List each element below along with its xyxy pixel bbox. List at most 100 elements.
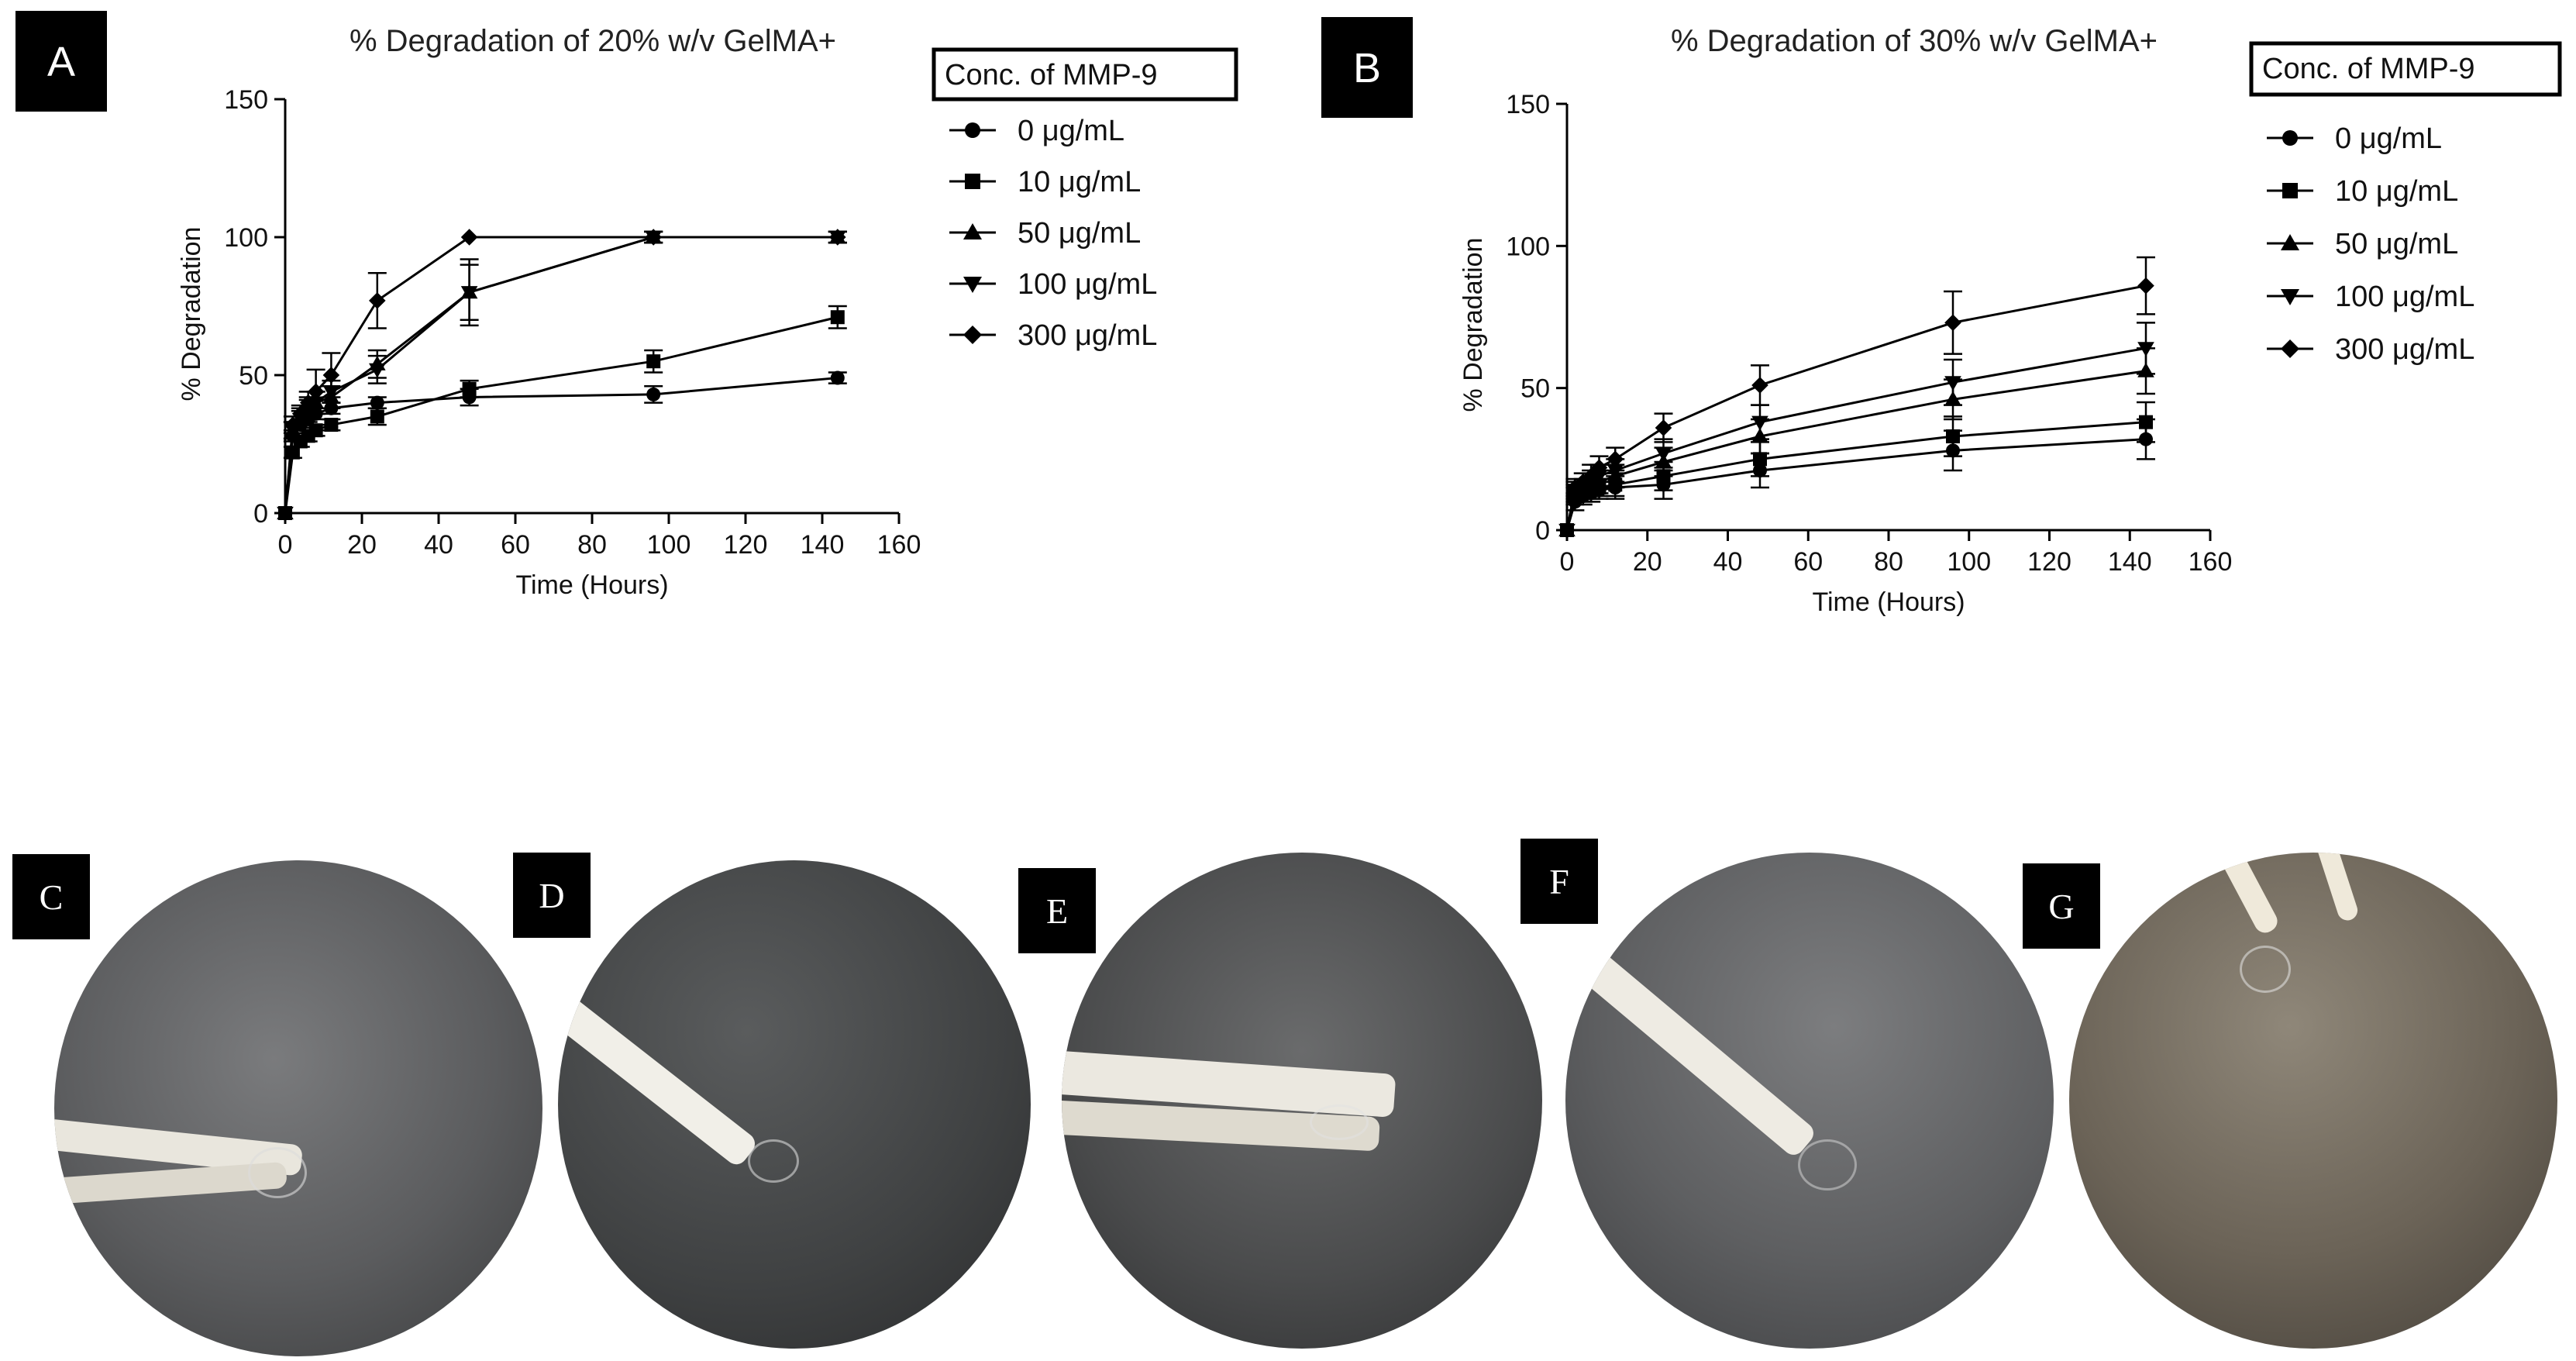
legend-marker-a-1 [965, 174, 980, 189]
hydrogel-f [1798, 1139, 1857, 1190]
data-point-b-3-8 [1944, 376, 1961, 391]
legend-title-b: Conc. of MMP-9 [2262, 53, 2475, 85]
data-point-b-4-0 [1558, 522, 1576, 539]
photo-label-g: G [2023, 863, 2100, 949]
legend-marker-a-2 [963, 223, 982, 239]
data-point-b-4-7 [1751, 377, 1768, 394]
legend-marker-b-1 [2282, 183, 2298, 198]
legend-label-b-0: 0 μg/mL [2335, 122, 2442, 155]
data-point-a-1-5 [324, 418, 339, 432]
data-point-a-0-6 [370, 395, 384, 410]
x-tick-label-b-7: 140 [2108, 547, 2152, 577]
panel-badge-b [1321, 17, 1413, 118]
series-line-b-2 [1565, 370, 2147, 531]
legend-title-box-b [2249, 41, 2562, 97]
photo-f-image [1565, 853, 2054, 1349]
data-point-a-4-9 [829, 229, 846, 246]
y-tick-label-b-1: 50 [1520, 374, 1550, 404]
data-point-b-4-6 [1655, 419, 1672, 436]
data-point-b-3-9 [2137, 342, 2154, 357]
x-tick-label-b-3: 60 [1793, 547, 1823, 577]
x-axis-label-b: Time (Hours) [1812, 587, 1965, 617]
data-point-a-1-8 [646, 354, 661, 369]
data-point-a-3-7 [460, 286, 478, 301]
chart-b: B % Degradation of 30% w/v GelMA+ 0 20 40 60 8… [1321, 17, 2562, 617]
series-line-b-4 [1565, 284, 2147, 531]
data-point-a-4-0 [277, 505, 294, 522]
photo-label-f: F [1520, 839, 1598, 924]
legend-title-box-a [932, 47, 1238, 102]
data-point-a-4-3 [299, 394, 317, 412]
y-tick-label-b-2: 100 [1506, 232, 1550, 261]
x-tick-label-b-6: 120 [2027, 547, 2071, 577]
chart-title-a: % Degradation of 20% w/v GelMA+ [350, 24, 836, 58]
photo-e-image [1062, 853, 1542, 1349]
data-point-a-4-4 [307, 383, 325, 401]
x-tick-label-a-2: 40 [424, 530, 453, 560]
data-point-a-1-6 [370, 409, 384, 424]
photo-panel-d: D [511, 845, 1038, 1356]
data-point-a-4-7 [460, 229, 478, 246]
panel-letter-b: B [1353, 45, 1381, 91]
data-point-a-4-5 [322, 367, 340, 384]
photo-panel-e: E [1015, 837, 1550, 1356]
photo-label-d: D [513, 853, 591, 938]
photo-panel-g: G [2023, 845, 2565, 1356]
hydrogel-e [1310, 1104, 1369, 1140]
legend-label-b-3: 100 μg/mL [2335, 281, 2474, 313]
photo-panel-c: C [8, 837, 542, 1356]
photo-c-image [54, 860, 542, 1356]
data-point-b-4-2 [1574, 473, 1592, 491]
series-line-b-1 [1565, 421, 2147, 531]
y-tick-label-a-3: 150 [224, 85, 268, 115]
hydrogel-d [748, 1139, 799, 1183]
tweezer-f [1565, 922, 1818, 1159]
legend-label-a-1: 10 μg/mL [1018, 166, 1141, 198]
data-point-a-3-6 [369, 363, 386, 378]
legend-title-a: Conc. of MMP-9 [945, 59, 1158, 91]
x-axis-label-a: Time (Hours) [515, 570, 668, 600]
x-tick-label-a-4: 80 [577, 530, 607, 560]
photo-label-c: C [12, 854, 90, 939]
y-tick-label-a-1: 50 [239, 361, 268, 391]
photo-panel-f: F [1519, 829, 2054, 1356]
data-point-a-1-4 [308, 423, 323, 438]
chart-a: A % Degradation of 20% w/v GelMA+ 0 20 40 60 8… [15, 11, 1238, 600]
x-tick-label-b-8: 160 [2189, 547, 2233, 577]
legend-marker-a-0 [965, 122, 980, 138]
data-point-b-4-9 [2137, 277, 2154, 295]
panel-badge-a [15, 11, 107, 112]
data-point-b-4-5 [1607, 450, 1624, 468]
hydrogel-c [248, 1147, 307, 1198]
x-tick-label-a-5: 100 [647, 530, 691, 560]
y-tick-label-a-0: 0 [253, 499, 268, 529]
photo-label-e: E [1018, 868, 1096, 953]
data-point-a-0-8 [646, 387, 661, 401]
x-tick-label-b-4: 80 [1874, 547, 1903, 577]
legend-label-b-2: 50 μg/mL [2335, 228, 2458, 260]
legend-label-b-1: 10 μg/mL [2335, 175, 2458, 208]
x-tick-label-a-1: 20 [347, 530, 377, 560]
data-point-b-1-8 [1946, 429, 1960, 443]
legend-label-a-2: 50 μg/mL [1018, 217, 1141, 250]
photo-d-image [558, 860, 1031, 1349]
data-point-b-4-8 [1944, 314, 1961, 332]
data-point-a-4-1 [284, 416, 301, 433]
legend-marker-b-0 [2282, 130, 2298, 146]
y-axis-label-b: % Degradation [1458, 238, 1488, 412]
hydrogel-g [2240, 946, 2291, 993]
series-line-a-4 [284, 236, 838, 514]
legend-label-a-4: 300 μg/mL [1018, 319, 1157, 352]
chart-title-b: % Degradation of 30% w/v GelMA+ [1671, 24, 2158, 58]
legend-label-b-4: 300 μg/mL [2335, 333, 2474, 366]
x-tick-label-a-0: 0 [278, 530, 293, 560]
legend-marker-b-4 [2281, 339, 2299, 358]
data-point-b-4-4 [1590, 459, 1608, 477]
y-axis-label-a: % Degradation [177, 227, 206, 401]
x-tick-label-b-2: 40 [1713, 547, 1743, 577]
data-point-b-1-9 [2139, 415, 2153, 429]
x-tick-label-a-7: 140 [801, 530, 845, 560]
data-point-a-4-8 [645, 229, 662, 246]
y-tick-label-b-0: 0 [1535, 516, 1550, 546]
series-line-b-3 [1565, 346, 2147, 531]
